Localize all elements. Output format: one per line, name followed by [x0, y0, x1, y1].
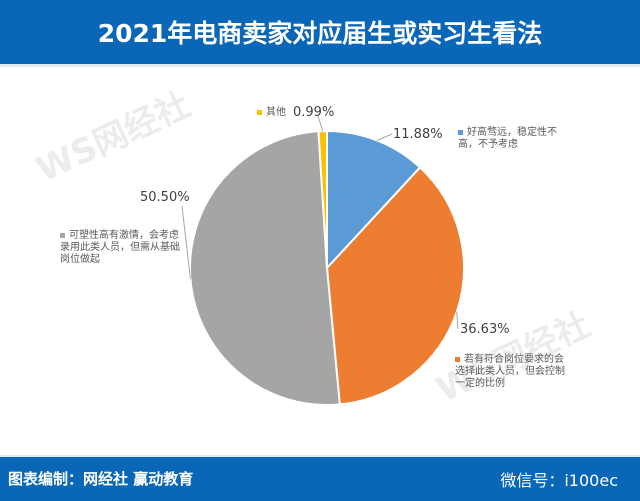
- leader-line-2: [181, 205, 191, 279]
- leader-line-1: [456, 311, 459, 330]
- data-label-2: 50.50%: [140, 190, 190, 205]
- source-text: 图表编制：网经社 赢动教育: [8, 470, 194, 488]
- pie-slice-1: [325, 166, 465, 406]
- wechat-id: 微信号：i100ec: [500, 471, 618, 490]
- pie-slice-2: [189, 130, 341, 406]
- legend-label-0: 好高骛远，稳定性不高，不予考虑: [458, 127, 557, 150]
- pie-slice-3: [317, 129, 328, 269]
- legend-label-3: 其他: [257, 107, 286, 119]
- legend-label-1: 若有符合岗位要求的会选择此类人员，但会控制一定的比例: [455, 354, 565, 389]
- leader-line-3: [317, 115, 324, 132]
- footer: 图表编制：网经社 赢动教育 微信号：i100ec: [0, 455, 640, 501]
- data-label-3: 0.99%: [293, 105, 335, 120]
- leader-line-0: [376, 133, 393, 141]
- data-label-1: 36.63%: [460, 322, 510, 337]
- data-label-0: 11.88%: [393, 127, 443, 142]
- pie-slice-0: [326, 129, 422, 271]
- legend-label-2: 可塑性高有激情，会考虑录用此类人员，但需从基础岗位做起: [60, 230, 180, 265]
- chart-title: 2021年电商卖家对应届生或实习生看法: [0, 0, 640, 67]
